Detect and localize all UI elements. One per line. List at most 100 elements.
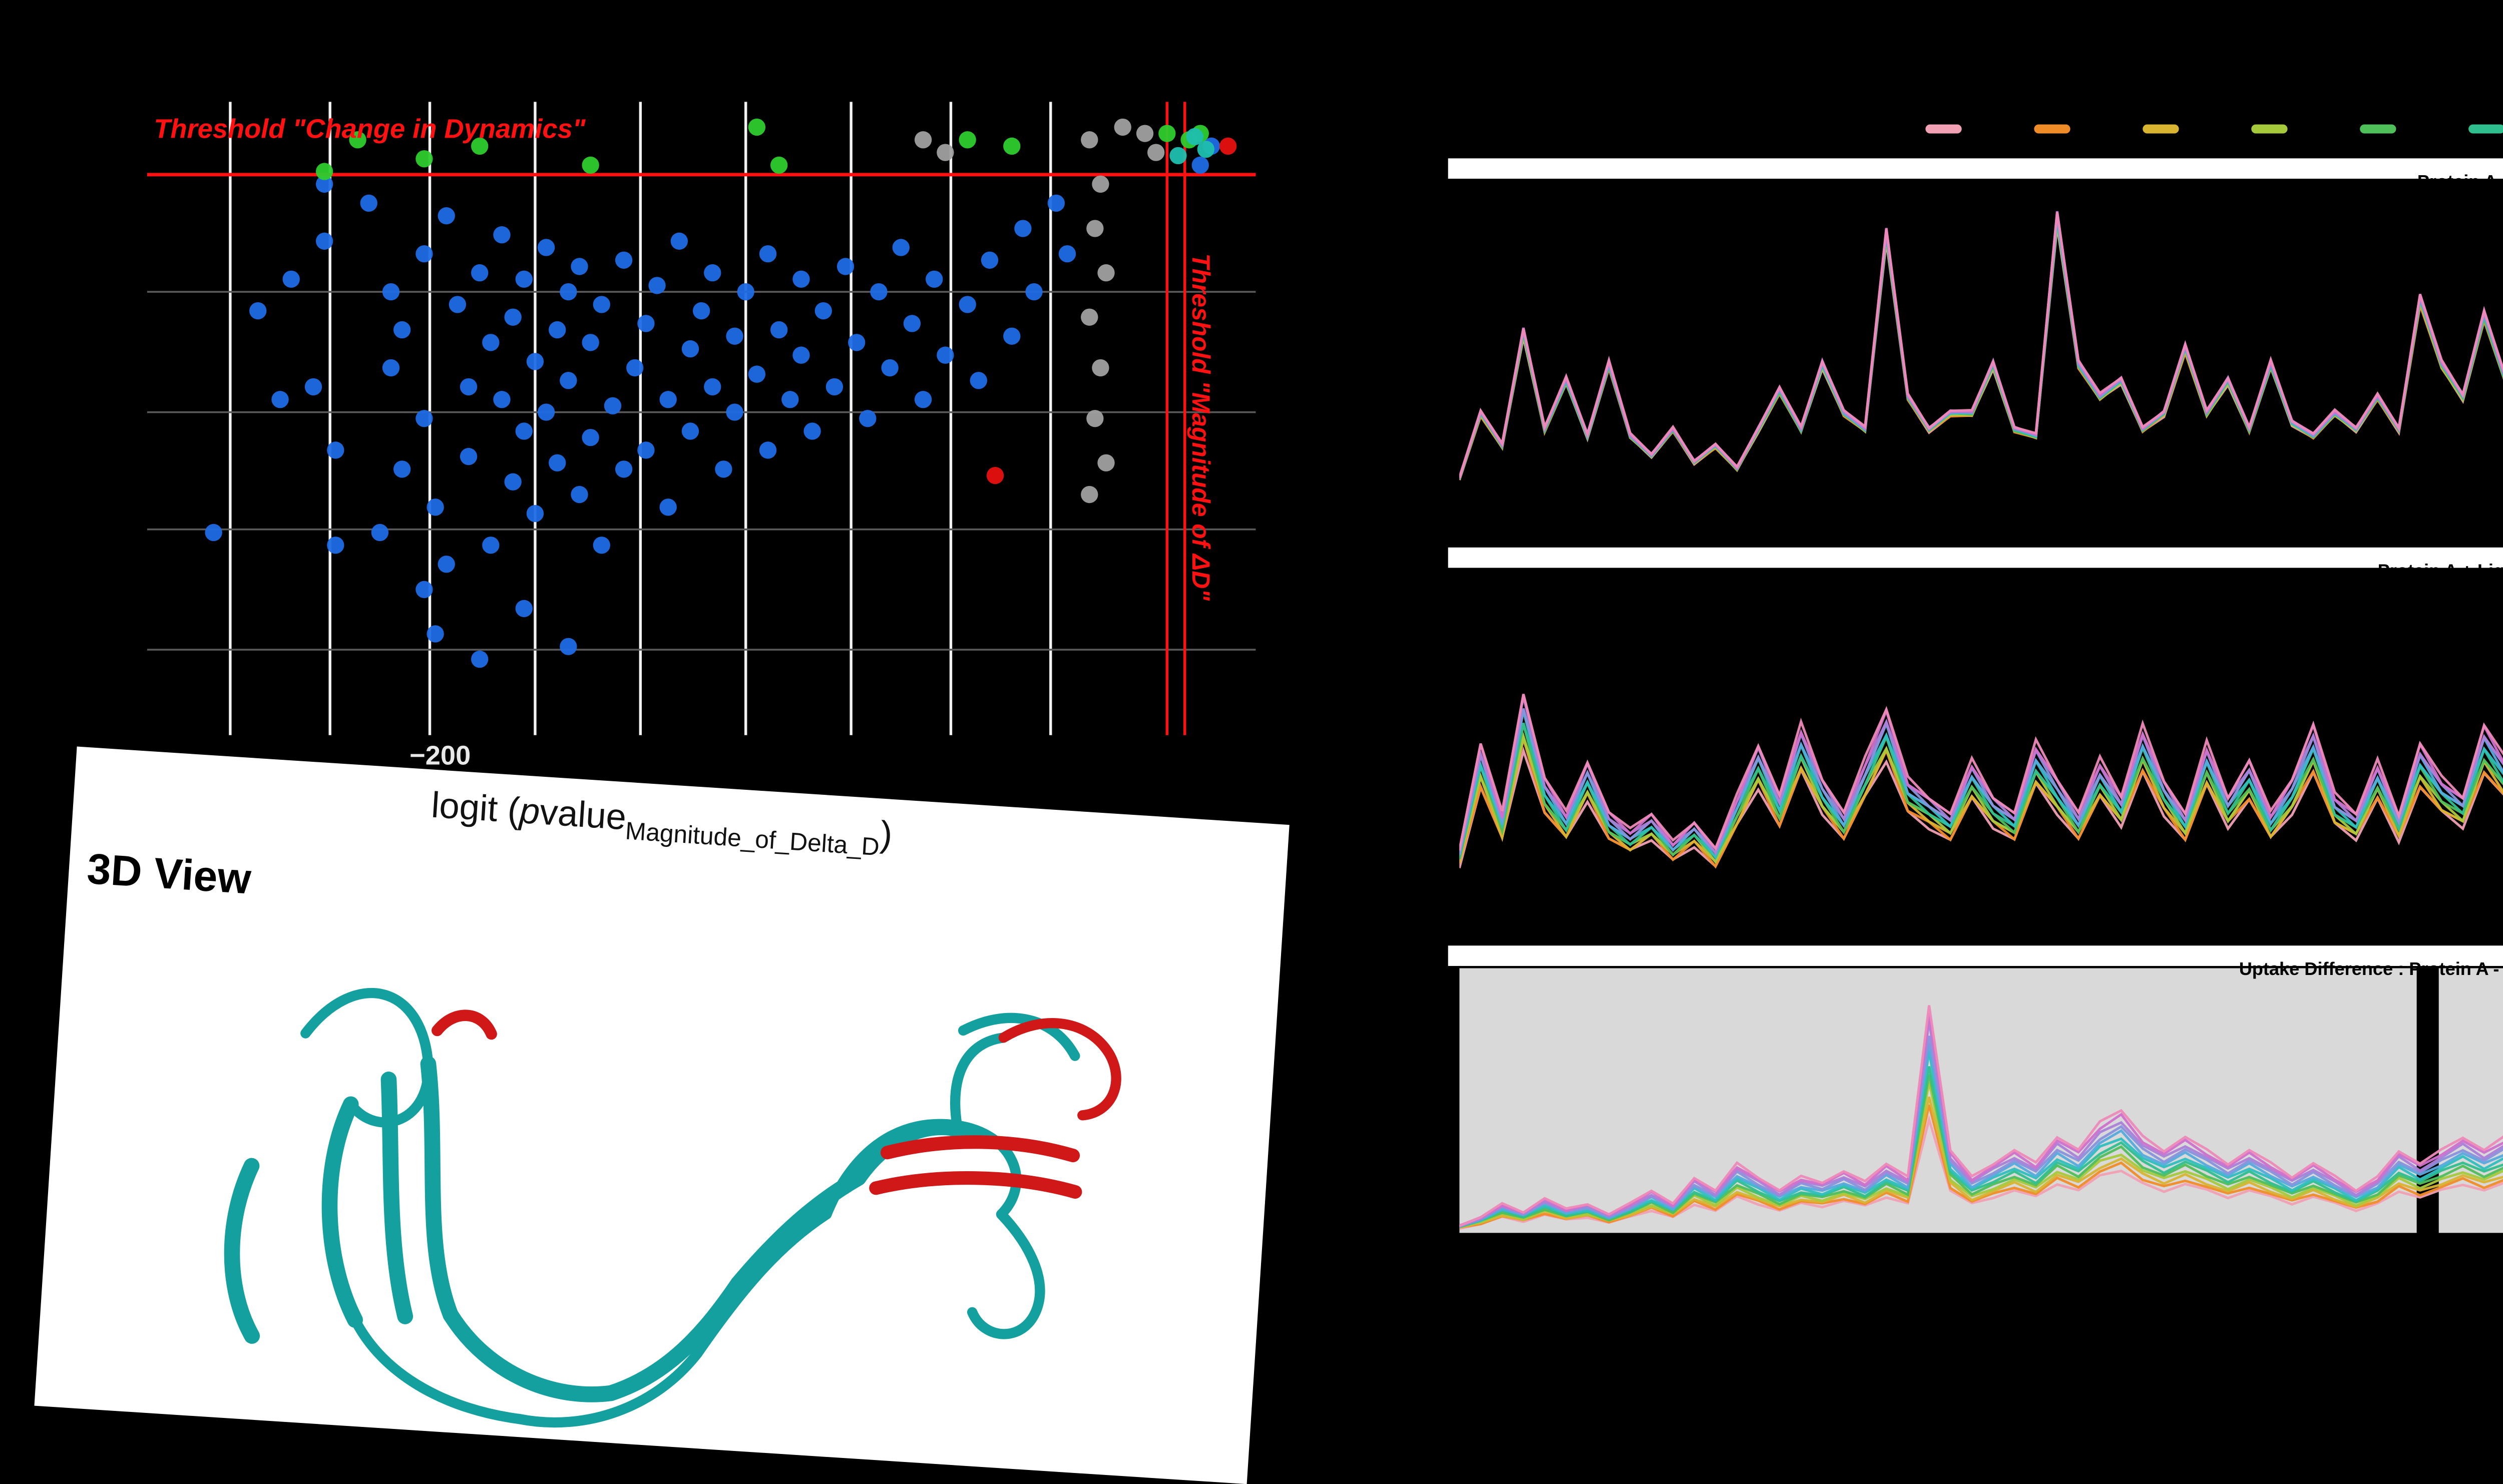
uptake-chart-protein-a[interactable]: [1459, 181, 2503, 537]
scatter-point-blue[interactable]: [582, 334, 599, 351]
scatter-point-blue[interactable]: [615, 251, 633, 269]
scatter-point-blue[interactable]: [205, 524, 222, 542]
uptake-line-series-5[interactable]: [1459, 1074, 2503, 1228]
legend-swatch-2[interactable]: [2034, 124, 2070, 134]
scatter-point-teal[interactable]: [1169, 147, 1187, 165]
scatter-point-green[interactable]: [770, 156, 788, 174]
scatter-point-blue[interactable]: [1047, 194, 1065, 212]
scatter-point-blue[interactable]: [637, 441, 655, 459]
scatter-point-blue[interactable]: [926, 270, 943, 288]
scatter-point-blue[interactable]: [825, 378, 844, 396]
scatter-point-blue[interactable]: [759, 245, 777, 263]
scatter-point-gray[interactable]: [1081, 131, 1098, 149]
scatter-point-blue[interactable]: [726, 403, 743, 421]
uptake-line-series-8[interactable]: [1459, 1044, 2503, 1228]
scatter-point-blue[interactable]: [837, 258, 855, 275]
scatter-point-green[interactable]: [349, 131, 366, 149]
scatter-point-blue[interactable]: [471, 650, 489, 668]
scatter-point-gray[interactable]: [937, 144, 954, 161]
scatter-point-gray[interactable]: [1092, 175, 1109, 193]
scatter-point-gray[interactable]: [1147, 144, 1165, 161]
legend-swatch-4[interactable]: [2251, 124, 2288, 134]
scatter-point-blue[interactable]: [460, 378, 478, 396]
scatter-point-blue[interactable]: [715, 460, 732, 478]
uptake-line-series-11[interactable]: [1459, 1013, 2503, 1227]
scatter-point-blue[interactable]: [271, 391, 289, 408]
scatter-point-blue[interactable]: [471, 264, 489, 282]
scatter-point-blue[interactable]: [482, 537, 500, 554]
scatter-point-gray[interactable]: [1086, 409, 1104, 427]
uptake-line-series-1[interactable]: [1459, 226, 2503, 480]
scatter-point-blue[interactable]: [692, 302, 710, 320]
scatter-point-blue[interactable]: [870, 283, 888, 301]
scatter-point-blue[interactable]: [515, 600, 533, 618]
scatter-point-gray[interactable]: [1086, 220, 1104, 237]
uptake-line-series-12[interactable]: [1459, 581, 2503, 851]
scatter-point-blue[interactable]: [504, 308, 522, 326]
scatter-point-teal[interactable]: [1186, 128, 1203, 146]
scatter-point-blue[interactable]: [748, 365, 766, 383]
uptake-line-series-4[interactable]: [1459, 222, 2503, 478]
scatter-point-blue[interactable]: [1003, 327, 1021, 345]
scatter-point-blue[interactable]: [648, 277, 666, 294]
scatter-point-blue[interactable]: [792, 346, 810, 364]
scatter-point-blue[interactable]: [315, 232, 333, 250]
scatter-point-blue[interactable]: [1025, 283, 1043, 301]
scatter-point-blue[interactable]: [382, 283, 400, 301]
scatter-point-blue[interactable]: [781, 391, 799, 408]
scatter-point-green[interactable]: [415, 150, 433, 168]
scatter-point-teal[interactable]: [1197, 141, 1215, 158]
scatter-point-blue[interactable]: [515, 270, 533, 288]
scatter-point-blue[interactable]: [537, 239, 555, 256]
scatter-point-blue[interactable]: [615, 460, 633, 478]
uptake-line-series-10[interactable]: [1459, 1021, 2503, 1227]
scatter-point-blue[interactable]: [549, 454, 566, 471]
scatter-point-blue[interactable]: [770, 321, 788, 339]
scatter-point-blue[interactable]: [1014, 220, 1032, 237]
scatter-point-blue[interactable]: [759, 441, 777, 459]
scatter-point-gray[interactable]: [1136, 125, 1154, 142]
scatter-point-blue[interactable]: [304, 378, 322, 396]
scatter-point-blue[interactable]: [560, 638, 577, 655]
scatter-point-blue[interactable]: [427, 499, 444, 516]
volcano-plot[interactable]: [147, 102, 1256, 735]
scatter-point-gray[interactable]: [914, 131, 932, 149]
uptake-line-series-7[interactable]: [1459, 219, 2503, 478]
scatter-point-blue[interactable]: [460, 447, 478, 465]
uptake-line-series-6[interactable]: [1459, 219, 2503, 479]
uptake-line-series-3[interactable]: [1459, 222, 2503, 480]
scatter-point-blue[interactable]: [560, 283, 577, 301]
scatter-point-blue[interactable]: [937, 346, 954, 364]
uptake-line-series-12[interactable]: [1459, 1005, 2503, 1227]
scatter-point-blue[interactable]: [593, 296, 610, 313]
scatter-point-blue[interactable]: [681, 340, 699, 358]
scatter-point-blue[interactable]: [493, 391, 511, 408]
scatter-point-blue[interactable]: [981, 251, 999, 269]
scatter-point-blue[interactable]: [970, 372, 987, 389]
uptake-line-series-9[interactable]: [1459, 215, 2503, 479]
scatter-point-green[interactable]: [748, 118, 766, 136]
scatter-point-blue[interactable]: [415, 245, 433, 263]
scatter-point-blue[interactable]: [848, 334, 866, 351]
scatter-point-gray[interactable]: [1097, 264, 1115, 282]
scatter-point-blue[interactable]: [659, 499, 677, 516]
scatter-point-blue[interactable]: [792, 270, 810, 288]
scatter-point-green[interactable]: [315, 163, 333, 180]
uptake-line-series-4[interactable]: [1459, 1082, 2503, 1228]
scatter-point-blue[interactable]: [803, 422, 821, 440]
uptake-line-series-8[interactable]: [1459, 215, 2503, 478]
scatter-point-blue[interactable]: [859, 409, 877, 427]
scatter-point-gray[interactable]: [1097, 454, 1115, 471]
volcano-scatter-svg[interactable]: [147, 102, 1256, 735]
scatter-point-blue[interactable]: [626, 359, 644, 377]
scatter-point-blue[interactable]: [493, 226, 511, 244]
scatter-point-blue[interactable]: [427, 625, 444, 643]
uptake-difference-chart[interactable]: [1459, 968, 2503, 1239]
scatter-point-blue[interactable]: [1191, 156, 1209, 174]
legend-swatch-5[interactable]: [2360, 124, 2396, 134]
scatter-point-blue[interactable]: [393, 460, 411, 478]
scatter-point-blue[interactable]: [382, 359, 400, 377]
uptake-line-series-2[interactable]: [1459, 1104, 2503, 1229]
scatter-point-blue[interactable]: [249, 302, 267, 320]
scatter-point-green[interactable]: [959, 131, 976, 149]
